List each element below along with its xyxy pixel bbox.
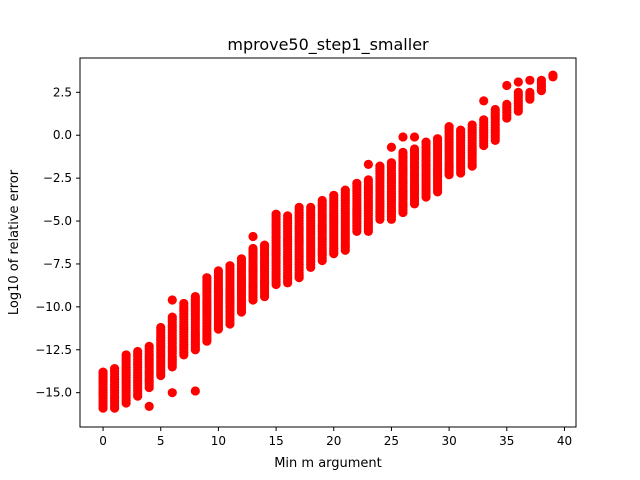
data-point: [479, 96, 489, 106]
x-axis-label: Min m argument: [274, 456, 382, 471]
chart-title: mprove50_step1_smaller: [227, 35, 429, 55]
data-point: [225, 261, 235, 271]
data-point: [398, 132, 408, 142]
data-point: [98, 367, 108, 377]
data-point: [340, 185, 350, 195]
data-point: [167, 295, 177, 305]
y-axis-ticks: −15.0 −12.5 −10.0 −7.5 −5.0 −2.5 0.0 2.5: [35, 85, 80, 400]
x-tick-label: 35: [499, 434, 514, 448]
data-point: [398, 147, 408, 157]
x-tick-label: 10: [211, 434, 226, 448]
data-point: [271, 209, 281, 219]
data-point: [352, 178, 362, 188]
data-point: [375, 161, 385, 171]
data-point: [502, 80, 512, 91]
data-point: [409, 144, 420, 154]
data-point: [133, 346, 143, 357]
data-point: [329, 190, 339, 200]
data-point: [121, 350, 131, 360]
data-point: [363, 159, 373, 170]
data-point: [259, 240, 270, 250]
y-tick-label: −10.0: [35, 300, 72, 314]
data-point: [363, 175, 373, 185]
data-point: [479, 115, 489, 125]
y-tick-label: 2.5: [53, 85, 72, 99]
data-point: [283, 211, 293, 221]
data-point: [190, 386, 200, 396]
data-point: [317, 195, 327, 206]
data-point: [525, 87, 535, 97]
data-point: [386, 142, 397, 152]
data-point: [248, 231, 258, 242]
data-point: [167, 312, 177, 322]
data-point: [467, 120, 477, 130]
data-point: [525, 75, 535, 85]
data-point: [444, 122, 454, 132]
data-point: [456, 125, 466, 135]
data-point: [144, 401, 154, 411]
data-point: [202, 273, 212, 283]
data-point: [548, 70, 558, 80]
data-point: [421, 137, 431, 147]
plot-frame: [79, 57, 577, 428]
data-point: [490, 104, 500, 115]
data-point: [386, 158, 397, 168]
data-point: [248, 243, 258, 254]
y-axis-label: Log10 of relative error: [7, 169, 22, 315]
x-axis-ticks: 0 5 10 15 20 25 30 35 40: [99, 427, 572, 448]
x-tick-label: 20: [326, 434, 341, 448]
y-tick-label: −7.5: [43, 257, 72, 271]
x-tick-label: 30: [441, 434, 456, 448]
data-point: [110, 364, 120, 374]
x-tick-label: 25: [384, 434, 399, 448]
y-tick-label: −15.0: [35, 386, 72, 400]
y-tick-label: 0.0: [53, 128, 72, 142]
data-point: [502, 99, 512, 109]
data-point: [513, 77, 523, 87]
data-point: [144, 341, 154, 351]
data-point: [536, 75, 547, 85]
data-point: [409, 132, 420, 142]
data-point: [432, 134, 443, 144]
data-points: [98, 70, 558, 413]
data-point: [236, 254, 247, 264]
x-tick-label: 0: [99, 434, 107, 448]
y-tick-label: −12.5: [35, 343, 72, 357]
data-point: [294, 202, 304, 212]
data-point: [213, 266, 224, 276]
data-point: [167, 388, 177, 398]
y-tick-label: −2.5: [43, 171, 72, 185]
x-tick-label: 15: [268, 434, 283, 448]
data-point: [156, 322, 166, 333]
x-tick-label: 40: [557, 434, 572, 448]
x-tick-label: 5: [157, 434, 165, 448]
data-point: [190, 291, 200, 302]
data-point: [513, 87, 523, 97]
data-point: [306, 202, 316, 212]
data-point: [179, 298, 189, 309]
y-tick-label: −5.0: [43, 214, 72, 228]
